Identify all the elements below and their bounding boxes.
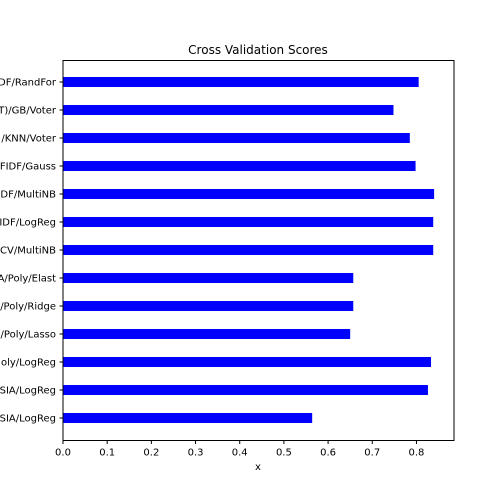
bar-8 [63,301,354,311]
x-axis-label: x [255,462,261,473]
x-axis-ticks: 0.0 0.1 0.2 0.3 0.4 0.5 0.6 0.7 0.8 [55,440,424,459]
bar-3 [63,161,416,171]
x-tick-label-0: 0.0 [55,448,71,459]
y-tick-label-10: oly/LogReg [1,358,56,369]
bar-11 [63,385,428,395]
bar-4 [63,189,435,199]
x-tick-label-4: 0.4 [232,448,248,459]
bars-group [63,77,435,423]
x-tick-label-1: 0.1 [99,448,115,459]
bar-5 [63,217,434,227]
y-tick-label-1: T)/GB/Voter [0,106,57,117]
y-tick-label-12: SIA/LogReg [0,414,56,425]
x-tick-label-8: 0.8 [408,448,424,459]
y-tick-label-9: /Poly/Lasso [1,330,56,341]
y-tick-label-2: /KNN/Voter [1,134,57,145]
bar-1 [63,105,394,115]
y-tick-label-7: A/Poly/Elast [0,274,56,285]
y-tick-label-3: FIDF/Gauss [0,162,56,173]
bar-0 [63,77,419,87]
bar-12 [63,413,313,423]
bar-9 [63,329,351,339]
plot-frame [62,60,455,441]
chart-title: Cross Validation Scores [188,43,328,57]
y-tick-label-11: SIA/LogReg [0,386,56,397]
y-tick-label-8: /Poly/Ridge [0,302,56,313]
x-tick-label-3: 0.3 [188,448,204,459]
x-tick-label-7: 0.7 [364,448,380,459]
y-axis-ticks: DF/RandFor T)/GB/Voter/KNN/Voter FIDF/Gaus… [0,78,63,425]
bar-10 [63,357,432,367]
bar-6 [63,245,434,255]
bar-2 [63,133,410,143]
y-tick-label-4: DF/MultiNB [0,190,56,201]
y-tick-label-6: CV/MultiNB [0,246,56,257]
y-tick-label-5: IDF/LogReg [0,218,56,229]
x-tick-label-5: 0.5 [276,448,292,459]
bar-7 [63,273,354,283]
x-tick-label-2: 0.2 [143,448,159,459]
x-tick-label-6: 0.6 [320,448,336,459]
y-tick-label-0: DF/RandFor [0,78,57,89]
